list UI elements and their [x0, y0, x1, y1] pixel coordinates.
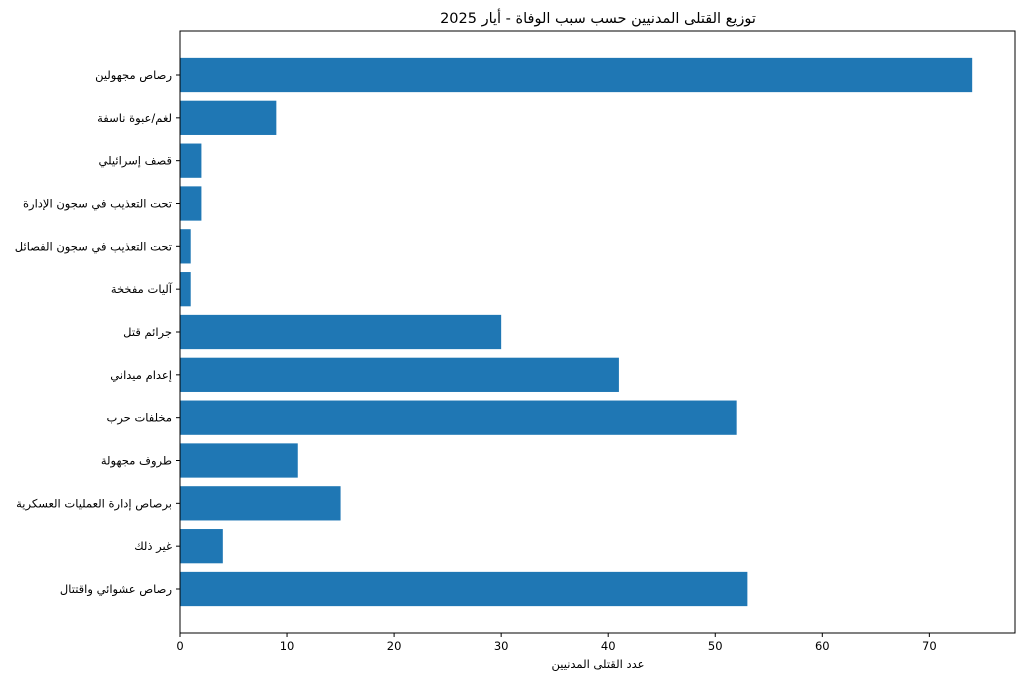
x-tick-label: 70 — [922, 639, 937, 653]
x-tick-label: 0 — [176, 639, 183, 653]
bar — [180, 100, 277, 135]
x-tick-label: 30 — [494, 639, 509, 653]
bar — [180, 400, 737, 435]
bar — [180, 357, 619, 392]
y-tick-label: تحت التعذيب في سجون الفصائل — [15, 239, 172, 254]
x-tick-label: 60 — [815, 639, 830, 653]
plot-frame — [179, 30, 1016, 634]
bar — [180, 571, 748, 607]
bar — [180, 443, 298, 478]
bar — [180, 314, 502, 350]
y-tick-label: جرائم قتل — [123, 325, 172, 340]
x-axis: 0 10 20 30 40 50 60 70 — [176, 633, 937, 653]
x-axis-label: عدد القتلى المدنيين — [552, 657, 645, 672]
x-tick-label: 10 — [280, 639, 295, 653]
bar — [180, 486, 341, 521]
y-tick-label: تحت التعذيب في سجون الإدارة — [23, 197, 172, 212]
y-tick-label: غير ذلك — [134, 539, 172, 554]
y-tick-label: برصاص إدارة العمليات العسكرية — [16, 496, 172, 511]
bar — [180, 229, 191, 264]
bars-group — [180, 57, 973, 607]
chart-title: توزيع القتلى المدنيين حسب سبب الوفاة - أ… — [440, 8, 756, 27]
bar — [180, 186, 202, 221]
x-tick-label: 50 — [708, 639, 723, 653]
bar — [180, 529, 223, 564]
y-tick-label: قصف إسرائيلي — [99, 154, 172, 169]
y-tick-label: إعدام ميداني — [110, 368, 172, 382]
y-tick-label: رصاص مجهولين — [95, 68, 172, 83]
bar — [180, 143, 202, 178]
y-tick-label: لغم/عبوة ناسفة — [97, 111, 172, 126]
bar — [180, 57, 973, 93]
x-tick-label: 40 — [601, 639, 616, 653]
y-tick-label: طروف مجهولة — [101, 454, 172, 469]
y-tick-label: آليات مفخخة — [111, 282, 173, 296]
y-tick-label: رصاص عشوائي واقتتال — [60, 582, 172, 597]
y-tick-label: مخلفات حرب — [107, 411, 172, 426]
x-tick-label: 20 — [387, 639, 402, 653]
y-axis: رصاص مجهولين لغم/عبوة ناسفة قصف إسرائيلي تح… — [15, 68, 180, 597]
bar — [180, 272, 191, 307]
